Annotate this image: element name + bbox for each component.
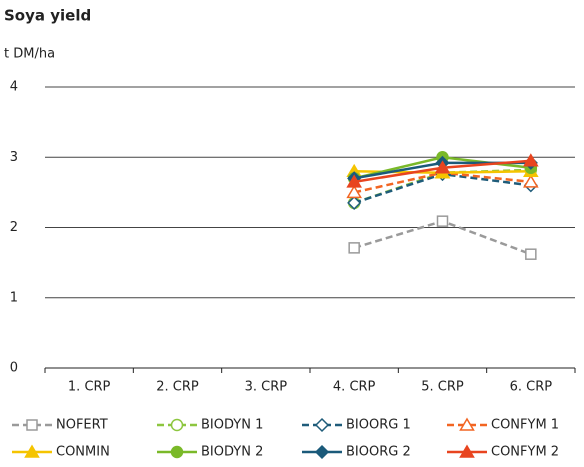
x-tick-label: 3. CRP (245, 380, 288, 395)
legend-label: BIODYN 2 (201, 445, 263, 460)
legend-marker (24, 444, 40, 458)
data-point (523, 153, 539, 167)
legend-marker (314, 444, 330, 460)
x-tick-label: 6. CRP (510, 380, 553, 395)
legend-marker (170, 418, 184, 432)
legend-label: NOFERT (56, 418, 108, 433)
legend-label: BIODYN 1 (201, 418, 263, 433)
x-tick-label: 1. CRP (68, 380, 111, 395)
y-axis-label: t DM/ha (4, 47, 55, 62)
data-point (347, 195, 362, 210)
legend-marker (314, 417, 330, 433)
data-point (525, 248, 537, 260)
legend-label: BIOORG 1 (346, 418, 411, 433)
data-point (348, 242, 360, 254)
legend-marker (459, 417, 475, 431)
data-point (436, 215, 449, 227)
legend-marker (26, 419, 38, 431)
legend-label: BIOORG 2 (346, 445, 411, 460)
x-tick-label: 2. CRP (156, 380, 199, 395)
y-tick-label: 4 (10, 80, 18, 95)
legend-label: CONFYM 1 (491, 418, 559, 433)
x-tick-label: 4. CRP (333, 380, 376, 395)
y-tick-label: 0 (10, 361, 18, 376)
legend-marker (459, 444, 475, 458)
y-tick-label: 1 (10, 290, 18, 305)
legend-label: CONMIN (56, 445, 110, 460)
data-point (434, 160, 451, 174)
data-point (346, 184, 362, 199)
chart-title: Soya yield (4, 7, 91, 25)
data-point (346, 174, 362, 188)
y-tick-label: 3 (10, 150, 18, 165)
legend-marker (170, 445, 184, 459)
legend-label: CONFYM 2 (491, 445, 559, 460)
data-point (523, 174, 539, 188)
y-tick-label: 2 (10, 220, 18, 235)
x-tick-label: 5. CRP (421, 380, 464, 395)
